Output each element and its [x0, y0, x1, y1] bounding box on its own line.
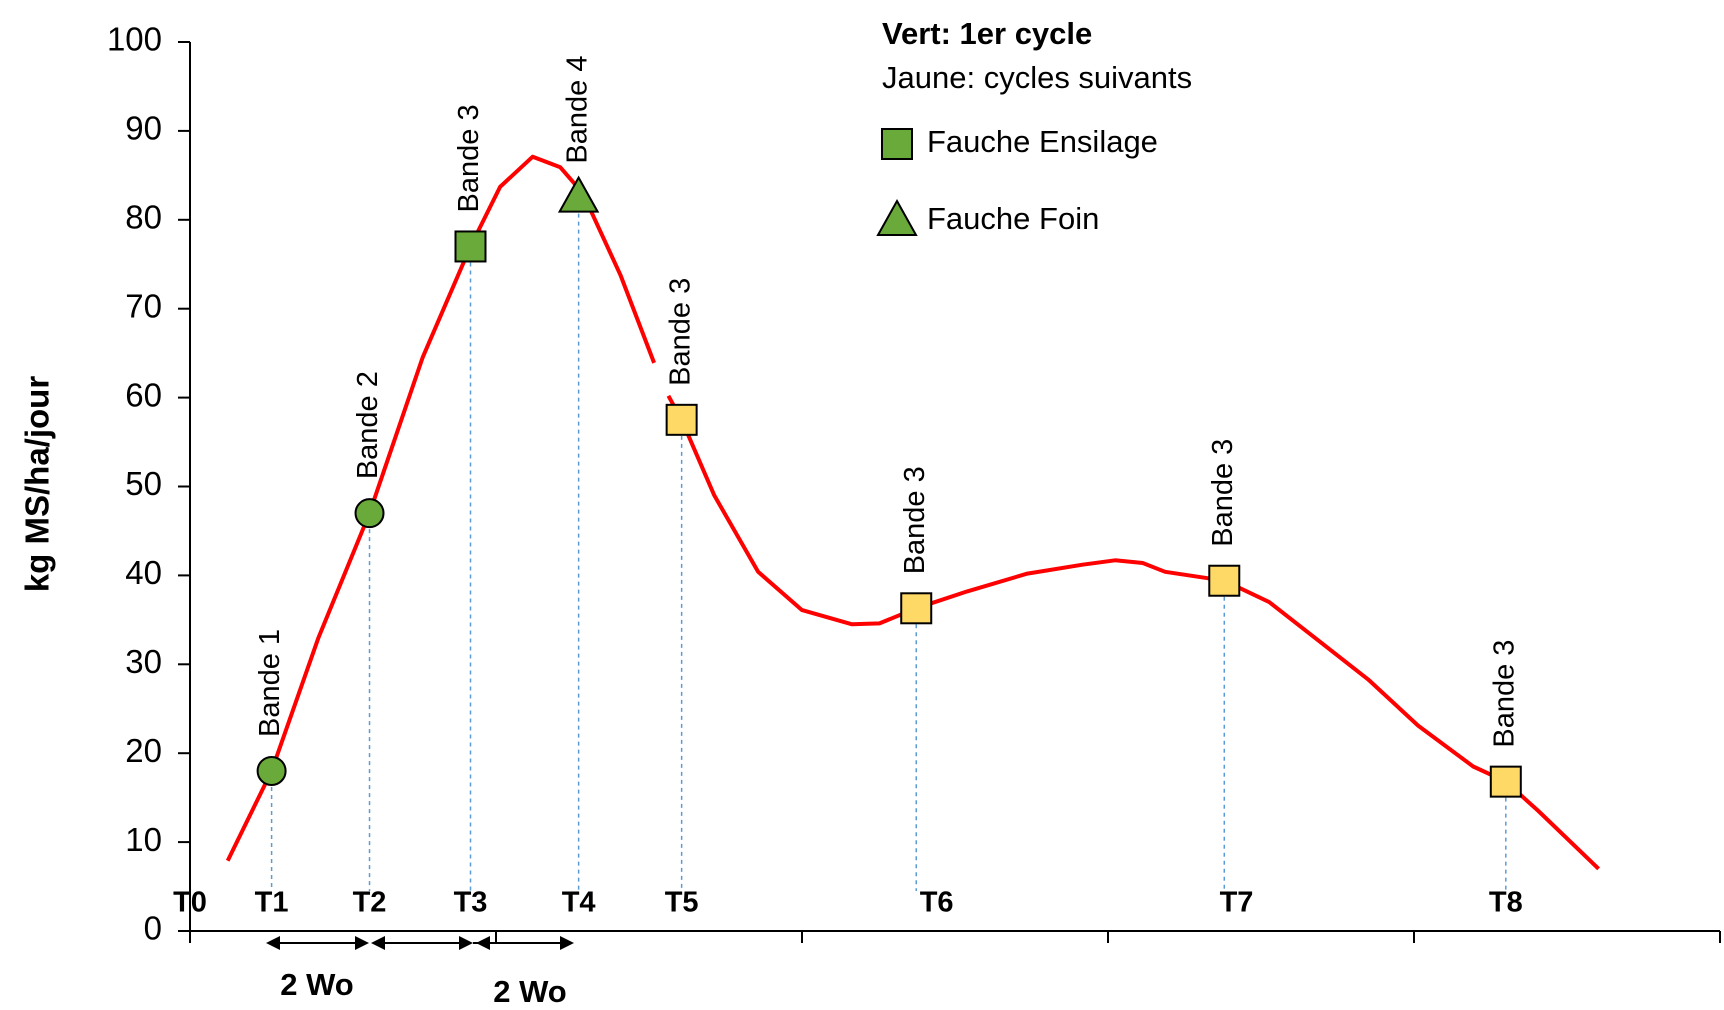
annotation: 2 Wo: [280, 967, 354, 1002]
marker: [881, 128, 913, 160]
legend-label: Fauche Foin: [927, 201, 1099, 236]
y-tick-label: 30: [125, 643, 162, 680]
y-tick-label: 80: [125, 199, 162, 236]
band-label: Bande 3: [453, 104, 485, 212]
band-label: Bande 1: [254, 629, 286, 737]
y-tick-label: 10: [125, 821, 162, 858]
time-label: T2: [353, 887, 387, 919]
band-label: Bande 4: [561, 56, 593, 164]
marker: [354, 498, 385, 529]
marker: [665, 403, 698, 436]
marker: [557, 175, 600, 213]
y-tick-label: 70: [125, 287, 162, 324]
time-label: T7: [1220, 887, 1254, 919]
annotation: 2 Wo: [493, 974, 567, 1009]
time-label: T5: [665, 887, 699, 919]
marker: [1208, 564, 1241, 597]
time-label: T1: [255, 887, 289, 919]
legend-title: Jaune: cycles suivants: [882, 60, 1192, 95]
time-label: T4: [562, 887, 596, 919]
marker: [454, 230, 487, 263]
y-tick-label: 60: [125, 376, 162, 413]
y-tick-label: 100: [107, 21, 162, 58]
band-label: Bande 3: [1488, 640, 1520, 748]
y-tick-label: 40: [125, 554, 162, 591]
marker: [876, 198, 918, 236]
marker: [900, 592, 933, 625]
y-axis-label: kg MS/ha/jour: [19, 376, 56, 593]
marker: [256, 755, 287, 786]
y-tick-label: 50: [125, 465, 162, 502]
band-label: Bande 2: [352, 371, 384, 479]
time-label: T8: [1489, 887, 1523, 919]
time-label: T0: [173, 887, 207, 919]
band-label: Bande 3: [664, 278, 696, 386]
legend-title: Vert: 1er cycle: [882, 16, 1092, 51]
band-label: Bande 3: [1207, 439, 1239, 547]
y-tick-label: 0: [144, 910, 162, 947]
band-label: Bande 3: [899, 466, 931, 574]
y-tick-label: 90: [125, 110, 162, 147]
time-label: T6: [920, 887, 954, 919]
time-label: T3: [454, 887, 488, 919]
marker: [1489, 765, 1522, 798]
y-tick-label: 20: [125, 732, 162, 769]
legend-label: Fauche Ensilage: [927, 124, 1158, 159]
